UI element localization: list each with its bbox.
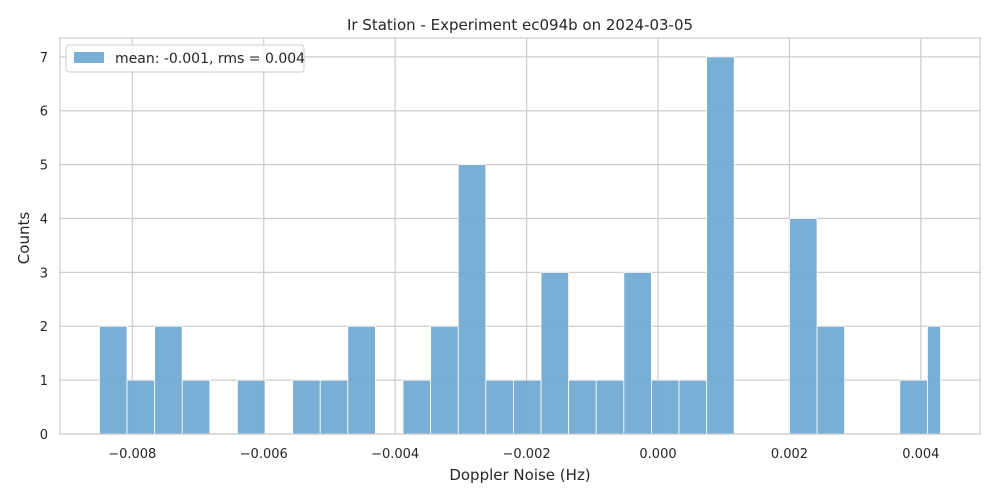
histogram-bar <box>513 379 542 435</box>
y-tick-label: 3 <box>40 266 48 281</box>
histogram-bar <box>623 271 652 435</box>
histogram-bar <box>678 379 708 435</box>
histogram-bar <box>99 325 128 435</box>
y-tick-label: 1 <box>40 374 48 389</box>
histogram-bar <box>292 379 321 435</box>
x-tick-label: −0.006 <box>240 447 288 462</box>
x-tick-labels: −0.008 −0.006 −0.004 −0.002 0.000 0.002 0.004 <box>108 447 939 462</box>
legend-swatch <box>74 52 104 63</box>
y-tick-label: 2 <box>40 320 48 335</box>
y-axis-label: Counts <box>15 212 33 265</box>
histogram-bar <box>181 379 211 435</box>
histogram-bar <box>789 218 818 435</box>
histogram-bar <box>319 379 349 435</box>
histogram-bar <box>347 325 376 435</box>
histogram-bars <box>99 56 941 435</box>
histogram-bar <box>568 379 597 435</box>
y-tick-labels: 0 1 2 3 4 5 6 7 <box>40 51 48 443</box>
legend-label: mean: -0.001, rms = 0.004 <box>115 51 305 67</box>
histogram-bar <box>402 379 432 435</box>
x-tick-label: 0.002 <box>771 447 808 462</box>
x-tick-label: −0.008 <box>108 447 156 462</box>
x-tick-label: −0.002 <box>503 447 551 462</box>
y-tick-label: 0 <box>40 428 48 443</box>
legend-box <box>65 44 305 73</box>
histogram-bar <box>154 325 183 435</box>
x-tick-label: 0.000 <box>639 447 676 462</box>
y-tick-label: 6 <box>40 105 48 120</box>
histogram-bar <box>540 271 570 435</box>
histogram-bar <box>927 325 941 435</box>
histogram-bar <box>126 379 156 435</box>
y-tick-label: 5 <box>40 159 48 174</box>
y-tick-label: 7 <box>40 51 48 66</box>
legend: mean: -0.001, rms = 0.004 <box>65 44 305 73</box>
plot-frame <box>59 37 981 435</box>
histogram-bar <box>237 379 266 435</box>
chart-title: Ir Station - Experiment ec094b on 2024-0… <box>347 16 693 34</box>
histogram-bar <box>651 379 680 435</box>
histogram-bar <box>457 164 487 435</box>
histogram-bar <box>595 379 625 435</box>
histogram-bar <box>899 379 928 435</box>
histogram-bar <box>706 56 735 435</box>
x-axis-label: Doppler Noise (Hz) <box>449 466 590 484</box>
histogram-bar <box>485 379 514 435</box>
y-tick-label: 4 <box>40 212 48 227</box>
x-tick-label: −0.004 <box>371 447 419 462</box>
histogram-bar <box>816 325 846 435</box>
x-tick-label: 0.004 <box>902 447 939 462</box>
histogram-bar <box>430 325 459 435</box>
